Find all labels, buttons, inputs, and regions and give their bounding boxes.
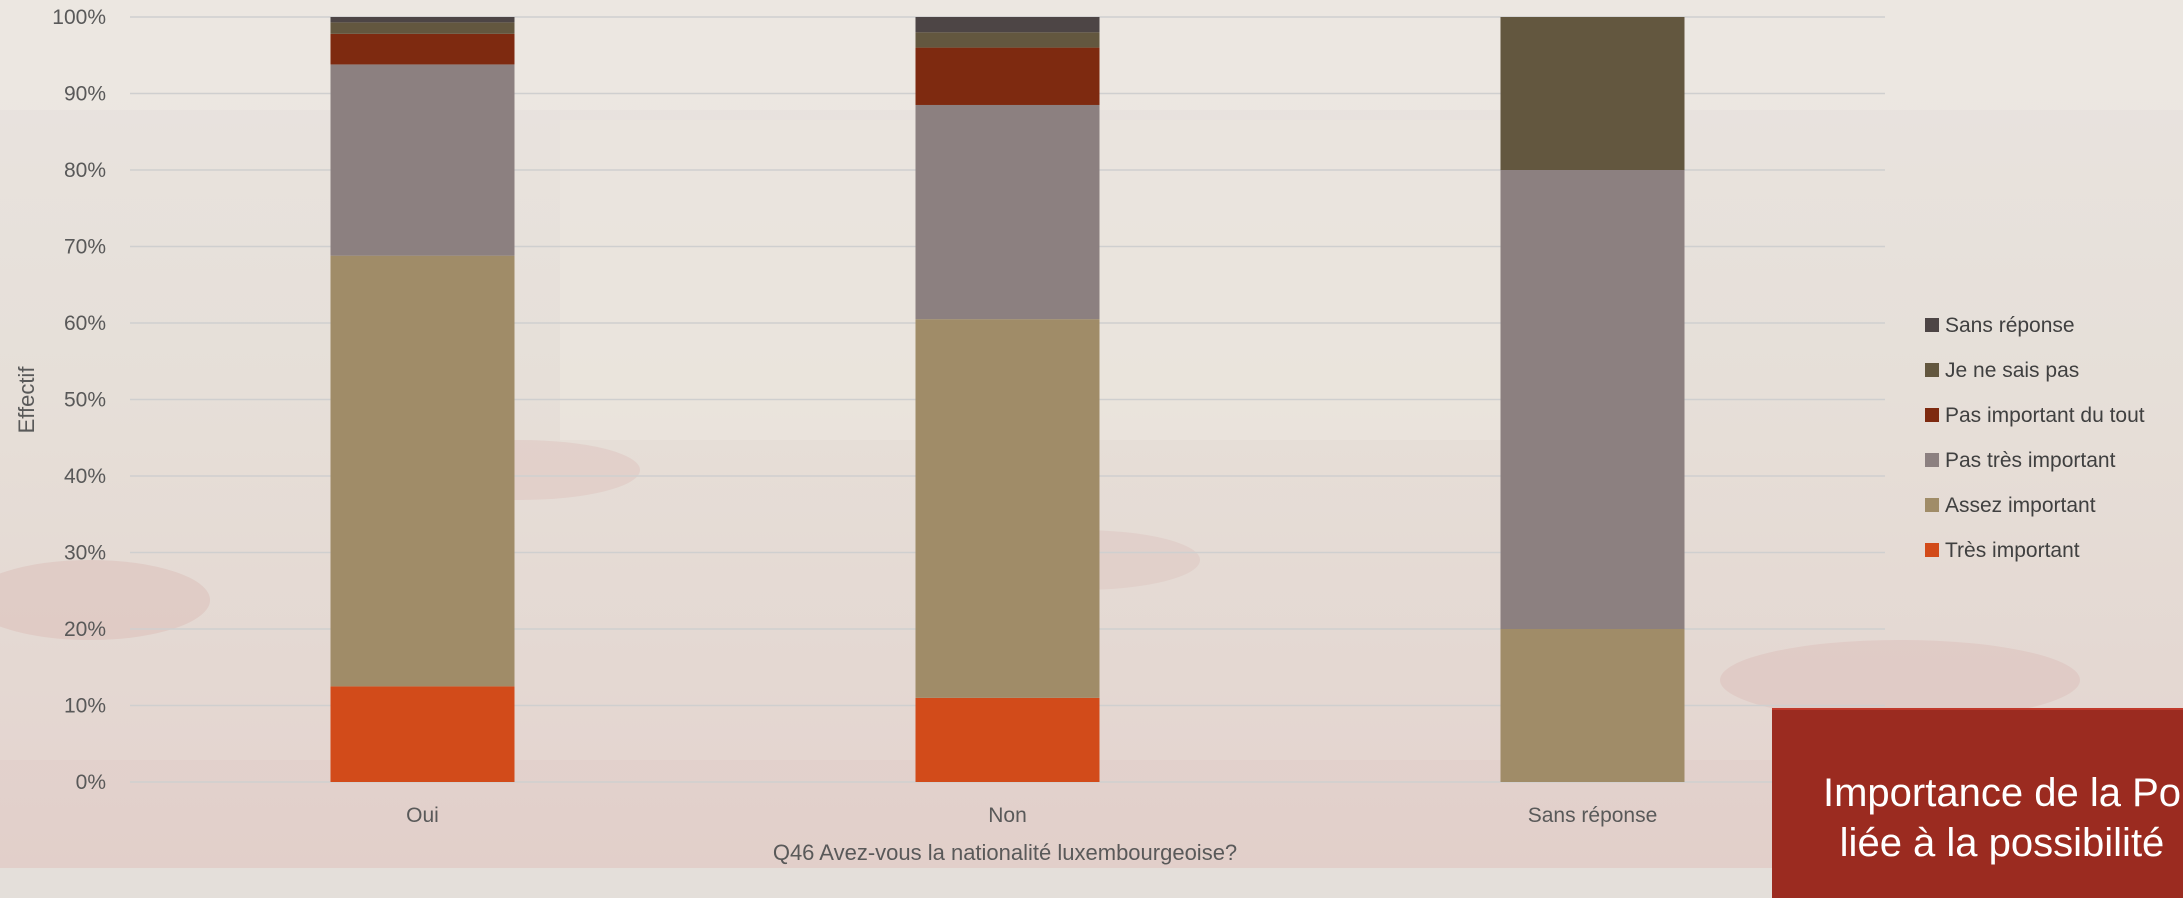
x-category-label: Sans réponse — [1528, 804, 1658, 827]
y-axis-title: Effectif — [14, 366, 39, 434]
legend-label: Pas important du tout — [1945, 404, 2145, 427]
legend-swatch — [1925, 408, 1939, 422]
bar-segment — [915, 104, 1100, 320]
legend-label: Sans réponse — [1945, 314, 2075, 337]
legend-label: Pas très important — [1945, 449, 2116, 472]
y-tick-label: 80% — [64, 159, 106, 182]
bar-segment — [1500, 629, 1685, 782]
legend: Sans réponse Je ne sais pas Pas important … — [1925, 314, 2145, 562]
bars — [330, 17, 1685, 782]
bar-segment — [330, 255, 515, 687]
y-tick-label: 40% — [64, 465, 106, 488]
bar-segment — [915, 47, 1100, 105]
legend-swatch — [1925, 453, 1939, 467]
bar-segment — [1500, 170, 1685, 629]
legend-label: Très important — [1945, 539, 2080, 562]
legend-label: Je ne sais pas — [1945, 359, 2079, 382]
y-tick-label: 50% — [64, 389, 106, 412]
y-tick-label: 0% — [76, 771, 106, 794]
bar-segment — [915, 32, 1100, 48]
stacked-bar-chart: 0% 10% 20% 30% 40% 50% 60% 70% 80% 90% 100% Oui Non… — [14, 6, 2145, 865]
y-tick-label: 60% — [64, 312, 106, 335]
legend-swatch — [1925, 363, 1939, 377]
bar-segment — [330, 22, 515, 34]
x-category-label: Non — [988, 804, 1027, 827]
bar-segment — [1500, 17, 1685, 170]
bar-segment — [915, 319, 1100, 698]
y-axis-ticks: 0% 10% 20% 30% 40% 50% 60% 70% 80% 90% 100% — [52, 6, 106, 794]
legend-swatch — [1925, 318, 1939, 332]
y-tick-label: 90% — [64, 83, 106, 106]
slide-title-line-2: liée à la possibilité — [1839, 821, 2165, 865]
legend-swatch — [1925, 543, 1939, 557]
bar-segment — [915, 17, 1100, 33]
y-tick-label: 20% — [64, 618, 106, 641]
y-tick-label: 30% — [64, 542, 106, 565]
y-tick-label: 10% — [64, 695, 106, 718]
bar-segment — [330, 33, 515, 65]
legend-label: Assez important — [1945, 494, 2096, 517]
y-tick-label: 70% — [64, 236, 106, 259]
x-axis-labels: Oui Non Sans réponse — [406, 804, 1657, 827]
slide-title-box: Importance de la Po liée à la possibilit… — [1772, 708, 2183, 898]
bar-segment — [330, 17, 515, 23]
slide-title-line-1: Importance de la Po — [1823, 771, 2181, 815]
bar-segment — [330, 64, 515, 256]
x-category-label: Oui — [406, 804, 439, 827]
x-axis-title: Q46 Avez-vous la nationalité luxembourge… — [773, 840, 1237, 865]
y-tick-label: 100% — [52, 6, 106, 29]
bar-segment — [915, 697, 1100, 782]
bar-segment — [330, 686, 515, 782]
legend-swatch — [1925, 498, 1939, 512]
